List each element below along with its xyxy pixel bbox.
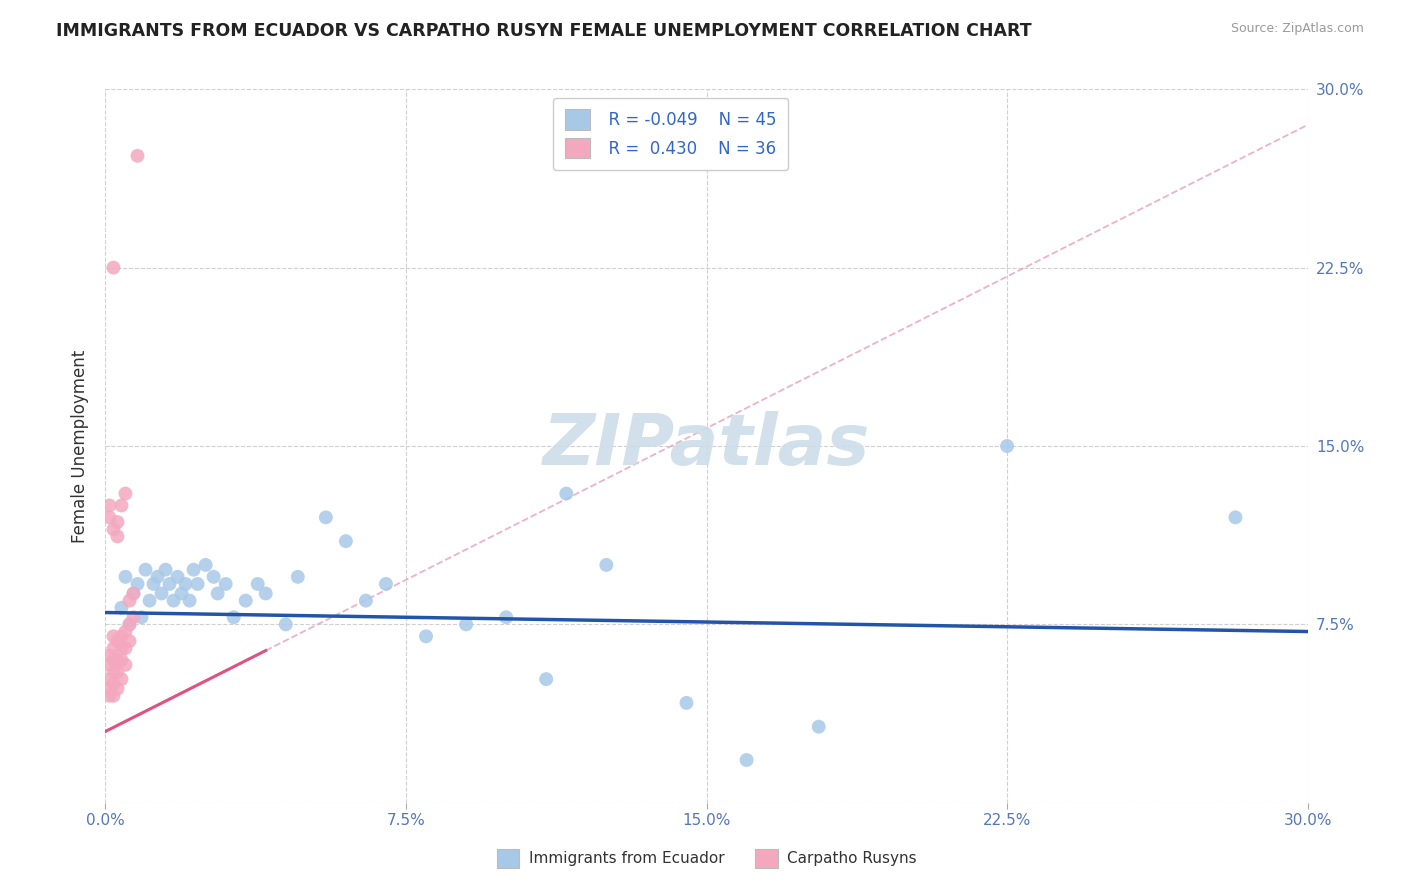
- Point: [335, 534, 357, 549]
- Point: [127, 577, 149, 591]
- Point: [114, 657, 136, 672]
- Point: [287, 570, 309, 584]
- Point: [374, 577, 398, 591]
- Point: [114, 486, 136, 500]
- Point: [118, 617, 141, 632]
- Point: [107, 665, 129, 679]
- Point: [174, 577, 197, 591]
- Point: [315, 510, 337, 524]
- Text: IMMIGRANTS FROM ECUADOR VS CARPATHO RUSYN FEMALE UNEMPLOYMENT CORRELATION CHART: IMMIGRANTS FROM ECUADOR VS CARPATHO RUSY…: [56, 22, 1032, 40]
- Point: [1225, 510, 1247, 524]
- Y-axis label: Female Unemployment: Female Unemployment: [72, 350, 90, 542]
- Point: [103, 689, 125, 703]
- Point: [122, 586, 145, 600]
- Point: [98, 510, 121, 524]
- Point: [495, 610, 517, 624]
- Point: [222, 610, 245, 624]
- Point: [254, 586, 277, 600]
- Point: [98, 681, 121, 696]
- Point: [122, 586, 145, 600]
- Point: [555, 486, 578, 500]
- Point: [127, 149, 149, 163]
- Text: Source: ZipAtlas.com: Source: ZipAtlas.com: [1230, 22, 1364, 36]
- Point: [114, 641, 136, 656]
- Point: [207, 586, 229, 600]
- Point: [110, 641, 132, 656]
- Point: [107, 634, 129, 648]
- Point: [110, 600, 132, 615]
- Point: [98, 657, 121, 672]
- Point: [103, 665, 125, 679]
- Point: [995, 439, 1018, 453]
- Point: [150, 586, 173, 600]
- Point: [110, 629, 132, 643]
- Point: [166, 570, 188, 584]
- Point: [103, 260, 125, 275]
- Point: [103, 653, 125, 667]
- Point: [274, 617, 297, 632]
- Point: [170, 586, 193, 600]
- Point: [183, 563, 205, 577]
- Point: [103, 677, 125, 691]
- Point: [202, 570, 225, 584]
- Point: [118, 593, 141, 607]
- Point: [135, 563, 157, 577]
- Point: [98, 499, 121, 513]
- Point: [159, 577, 181, 591]
- Point: [235, 593, 257, 607]
- Point: [138, 593, 160, 607]
- Point: [807, 720, 830, 734]
- Point: [103, 629, 125, 643]
- Point: [194, 558, 217, 572]
- Point: [415, 629, 437, 643]
- Point: [98, 672, 121, 686]
- Point: [103, 641, 125, 656]
- Point: [110, 653, 132, 667]
- Point: [107, 681, 129, 696]
- Point: [735, 753, 758, 767]
- Point: [114, 624, 136, 639]
- Point: [214, 577, 236, 591]
- Point: [179, 593, 201, 607]
- Point: [110, 499, 132, 513]
- Point: [110, 672, 132, 686]
- Point: [595, 558, 617, 572]
- Point: [131, 610, 153, 624]
- Point: [122, 610, 145, 624]
- Point: [114, 570, 136, 584]
- Point: [534, 672, 557, 686]
- Point: [146, 570, 169, 584]
- Point: [107, 515, 129, 529]
- Point: [107, 653, 129, 667]
- Point: [98, 689, 121, 703]
- Point: [162, 593, 184, 607]
- Point: [454, 617, 477, 632]
- Point: [98, 648, 121, 663]
- Point: [155, 563, 177, 577]
- Point: [142, 577, 165, 591]
- Point: [107, 529, 129, 543]
- Text: ZIPatlas: ZIPatlas: [543, 411, 870, 481]
- Point: [246, 577, 269, 591]
- Point: [675, 696, 697, 710]
- Point: [118, 634, 141, 648]
- Point: [187, 577, 209, 591]
- Point: [118, 617, 141, 632]
- Point: [354, 593, 377, 607]
- Legend: Immigrants from Ecuador, Carpatho Rusyns: Immigrants from Ecuador, Carpatho Rusyns: [491, 843, 922, 873]
- Point: [103, 522, 125, 536]
